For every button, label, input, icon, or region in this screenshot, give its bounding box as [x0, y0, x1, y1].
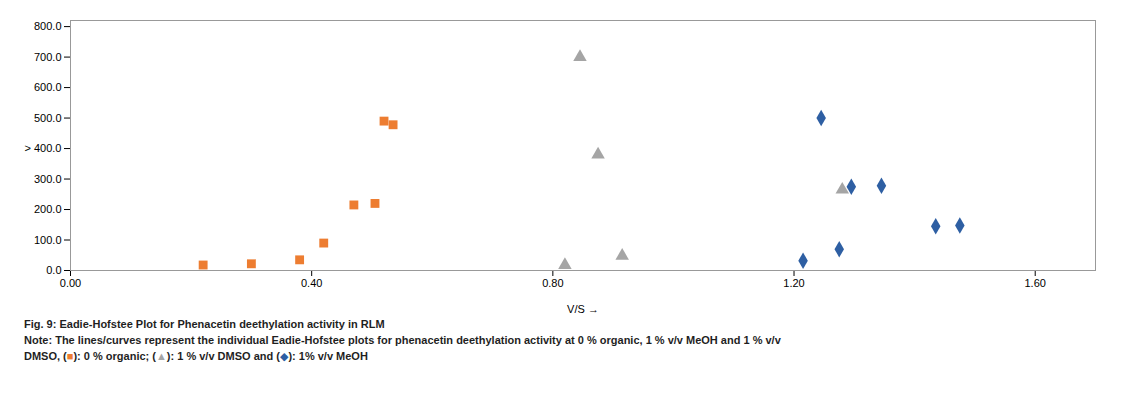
svg-text:300.0: 300.0	[34, 173, 62, 185]
svg-text:0.00: 0.00	[60, 277, 81, 289]
svg-text:0.0: 0.0	[46, 264, 61, 276]
html-text:DMSO, (■): 0 % organic; (▲): 1: DMSO, (■): 0 % organic; (▲): 1 % v/v DMS…	[24, 349, 368, 362]
svg-text:700.0: 700.0	[34, 51, 62, 63]
svg-text:500.0: 500.0	[34, 112, 62, 124]
svg-text:0.80: 0.80	[542, 277, 563, 289]
svg-text:0.40: 0.40	[301, 277, 322, 289]
html-text:Note: The lines/curves represe: Note: The lines/curves represent the ind…	[24, 333, 781, 346]
svg-text:800.0: 800.0	[34, 20, 62, 32]
svg-text:1.60: 1.60	[1024, 277, 1045, 289]
svg-text:V/S →: V/S →	[567, 303, 599, 315]
html-text:Fig. 9: Eadie-Hofstee Plot for: Fig. 9: Eadie-Hofstee Plot for Phenaceti…	[24, 318, 385, 330]
svg-text:> 400.0: > 400.0	[24, 142, 61, 154]
svg-text:200.0: 200.0	[34, 203, 62, 215]
svg-text:100.0: 100.0	[34, 234, 62, 246]
svg-text:1.20: 1.20	[783, 277, 804, 289]
svg-text:600.0: 600.0	[34, 81, 62, 93]
